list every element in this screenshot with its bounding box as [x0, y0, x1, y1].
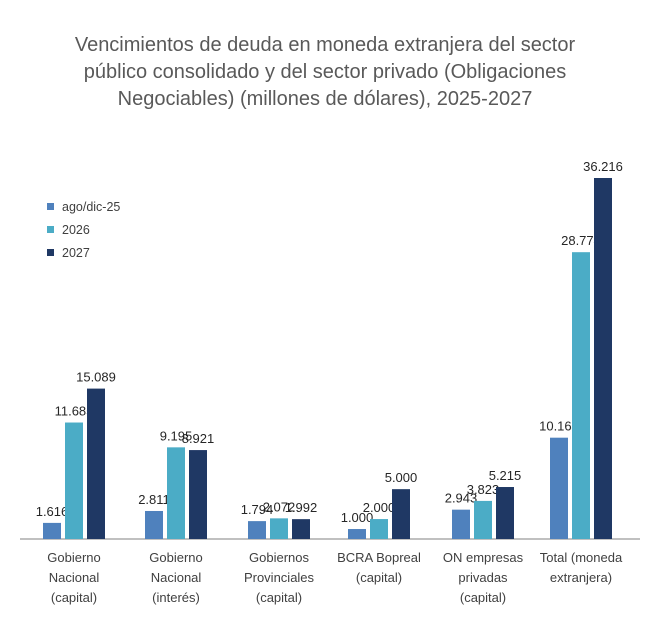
legend-item: 2027 — [47, 241, 120, 264]
bar — [248, 521, 266, 539]
category-label: Gobiernos Provinciales (capital) — [243, 550, 315, 605]
category-label: Gobierno Nacional (capital) — [47, 550, 101, 605]
legend-item: ago/dic-25 — [47, 195, 120, 218]
bar — [348, 529, 366, 539]
chart-title-line: Vencimientos de deuda en moneda extranje… — [74, 34, 576, 56]
chart-title-line: público consolidado y del sector privado… — [83, 61, 567, 83]
legend-label: 2026 — [62, 222, 90, 237]
legend-label: 2027 — [62, 245, 90, 260]
category-label: ON empresas privadas (capital) — [442, 550, 524, 605]
data-label: 1.000 — [341, 510, 374, 525]
category-label: BCRA Bopreal (capital) — [337, 550, 421, 585]
data-label: 2.943 — [445, 491, 478, 506]
legend-swatch — [47, 226, 54, 233]
bar — [167, 447, 185, 539]
chart-title-line: Negociables) (millones de dólares), 2025… — [117, 88, 533, 110]
data-label: 28.774 — [561, 233, 601, 248]
bar — [65, 422, 83, 539]
data-label: 5.000 — [385, 470, 418, 485]
data-label: 11.685 — [55, 404, 94, 419]
data-label: 9.195 — [160, 428, 193, 443]
category-label: Total (moneda extranjera) — [539, 550, 623, 585]
data-label: 5.215 — [489, 468, 522, 483]
bar — [270, 518, 288, 539]
bar — [145, 510, 163, 539]
data-label: 2.811 — [138, 492, 170, 507]
data-label: 8.921 — [182, 431, 215, 446]
data-label: 3.823 — [467, 482, 500, 497]
data-label: 10.164 — [539, 419, 579, 434]
data-label: 1.794 — [241, 502, 274, 517]
bar — [292, 519, 310, 539]
legend-label: ago/dic-25 — [62, 199, 121, 214]
legend-item: 2026 — [47, 218, 120, 241]
bar — [43, 522, 61, 539]
bar — [189, 450, 207, 539]
bar — [392, 489, 410, 539]
data-label: 2.000 — [363, 500, 396, 515]
bar — [452, 509, 470, 539]
bar — [370, 519, 388, 539]
bar — [594, 178, 612, 539]
data-label: 15.089 — [76, 370, 116, 385]
category-label: Gobierno Nacional (interés) — [149, 550, 203, 605]
data-label: 1.992 — [285, 500, 318, 515]
legend-swatch — [47, 249, 54, 256]
data-label: 1.616 — [36, 504, 69, 519]
legend: ago/dic-25 2026 2027 — [47, 195, 120, 264]
bar — [474, 500, 492, 539]
chart-title: Vencimientos de deuda en moneda extranje… — [25, 32, 625, 113]
legend-swatch — [47, 203, 54, 210]
bar — [550, 437, 568, 539]
data-label: 2.072 — [263, 499, 296, 514]
bar — [87, 388, 105, 539]
bar — [496, 487, 514, 539]
bar — [572, 252, 590, 539]
data-label: 36.216 — [583, 159, 623, 174]
